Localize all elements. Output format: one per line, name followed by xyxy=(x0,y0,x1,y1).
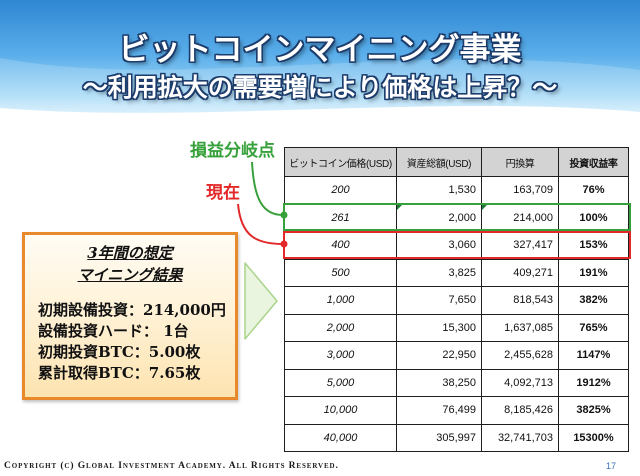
page-number: 17 xyxy=(606,461,617,471)
roi-cell: 76% xyxy=(558,176,629,205)
btc-price-cell: 3,000 xyxy=(284,341,397,370)
slide-subtitle: ～利用拡大の需要増により価格は上昇？～ xyxy=(82,73,558,102)
breakeven-label: 損益分岐点 xyxy=(190,141,275,161)
roi-cell: 765% xyxy=(558,313,629,342)
asset-total-usd-cell: 3,825 xyxy=(396,258,482,287)
roi-cell: 1147% xyxy=(558,341,629,370)
asset-total-usd-cell: 76,499 xyxy=(396,396,482,425)
yen-value-cell: 32,741,703 xyxy=(481,423,559,452)
roi-cell: 100% xyxy=(558,203,629,232)
btc-price-cell: 400 xyxy=(284,231,397,260)
header-roi: 投資収益率 xyxy=(558,147,629,177)
summary-item-initial-btc: 初期投資BTC：5.00枚 xyxy=(38,343,201,361)
yen-value-cell: 8,185,426 xyxy=(481,396,559,425)
asset-total-usd-cell: 1,530 xyxy=(396,176,482,205)
table-row: 200 1,530 163,709 76% xyxy=(284,176,629,205)
table-row: 3,000 22,950 2,455,628 1147% xyxy=(284,341,629,370)
summary-heading-line: マイニング結果 xyxy=(77,266,183,284)
summary-item-cumulative-btc: 累計取得BTC：7.65枚 xyxy=(38,364,201,382)
current-highlight-box xyxy=(283,231,631,259)
asset-total-usd-cell: 7,650 xyxy=(396,286,482,315)
roi-cell: 191% xyxy=(558,258,629,287)
yen-value-cell: 2,455,628 xyxy=(481,341,559,370)
summary-item-initial-investment: 初期設備投資：214,000円 xyxy=(38,301,226,319)
breakeven-connector xyxy=(251,161,284,216)
roi-cell: 1912% xyxy=(558,368,629,397)
table-row: 2,000 15,300 1,637,085 765% xyxy=(284,313,629,342)
asset-total-usd-cell: 38,250 xyxy=(396,368,482,397)
roi-table: ビットコイン価格(USD) 資産総額(USD) 円換算 投資収益率 200 1,5… xyxy=(284,147,629,452)
table-row: 1,000 7,650 818,543 382% xyxy=(284,286,629,315)
btc-price-cell: 5,000 xyxy=(284,368,397,397)
summary-list: 初期設備投資：214,000円 設備投資ハード： 1台 初期投資BTC：5.00… xyxy=(25,300,235,384)
table-row: 40,000 305,997 32,741,703 15300% xyxy=(284,423,629,452)
table-row: 500 3,825 409,271 191% xyxy=(284,258,629,287)
current-label: 現在 xyxy=(206,183,240,203)
right-arrow-icon xyxy=(244,262,278,340)
header-yen-value: 円換算 xyxy=(481,147,559,177)
yen-value-cell: 1,637,085 xyxy=(481,313,559,342)
right-arrow-shape xyxy=(244,262,278,340)
yen-value-cell: 214,000 xyxy=(481,203,559,232)
slide-title: ビットコインマイニング事業 xyxy=(118,32,522,68)
header-waves xyxy=(0,58,640,130)
btc-price-cell: 10,000 xyxy=(284,396,397,425)
btc-price-cell: 500 xyxy=(284,258,397,287)
summary-heading-line: 3年間の想定 xyxy=(87,244,173,262)
summary-item-hardware: 設備投資ハード： 1台 xyxy=(38,322,189,340)
asset-total-usd-cell: 22,950 xyxy=(396,341,482,370)
yen-value-cell: 163,709 xyxy=(481,176,559,205)
roi-cell: 15300% xyxy=(558,423,629,452)
btc-price-cell: 2,000 xyxy=(284,313,397,342)
header-asset-total-usd: 資産総額(USD) xyxy=(396,147,482,177)
table-body: 200 1,530 163,709 76% 261 2,000 214,000 100% 400… xyxy=(284,176,629,452)
asset-total-usd-cell: 2,000 xyxy=(396,203,482,232)
table-header-row: ビットコイン価格(USD) 資産総額(USD) 円換算 投資収益率 xyxy=(284,147,629,177)
cell-indicator-icon xyxy=(482,205,487,210)
asset-total-usd-cell: 15,300 xyxy=(396,313,482,342)
asset-total-usd-cell: 305,997 xyxy=(396,423,482,452)
cell-indicator-icon xyxy=(397,205,402,210)
copyright-notice: Copyright (c) Global Investment Academy.… xyxy=(4,461,339,471)
breakeven-highlight-box xyxy=(283,203,631,231)
header-btc-price: ビットコイン価格(USD) xyxy=(284,147,397,177)
table-row: 5,000 38,250 4,092,713 1912% xyxy=(284,368,629,397)
roi-cell: 3825% xyxy=(558,396,629,425)
current-connector xyxy=(237,203,284,245)
mining-summary-box: 3年間の想定 マイニング結果 初期設備投資：214,000円 設備投資ハード： … xyxy=(22,232,238,400)
btc-price-cell: 200 xyxy=(284,176,397,205)
roi-cell: 382% xyxy=(558,286,629,315)
yen-value-cell: 409,271 xyxy=(481,258,559,287)
table-row: 10,000 76,499 8,185,426 3825% xyxy=(284,396,629,425)
table-head: ビットコイン価格(USD) 資産総額(USD) 円換算 投資収益率 xyxy=(284,147,629,177)
btc-price-cell: 40,000 xyxy=(284,423,397,452)
yen-value-cell: 4,092,713 xyxy=(481,368,559,397)
header-wave-white xyxy=(0,106,640,130)
yen-value-cell: 818,543 xyxy=(481,286,559,315)
btc-price-cell: 1,000 xyxy=(284,286,397,315)
